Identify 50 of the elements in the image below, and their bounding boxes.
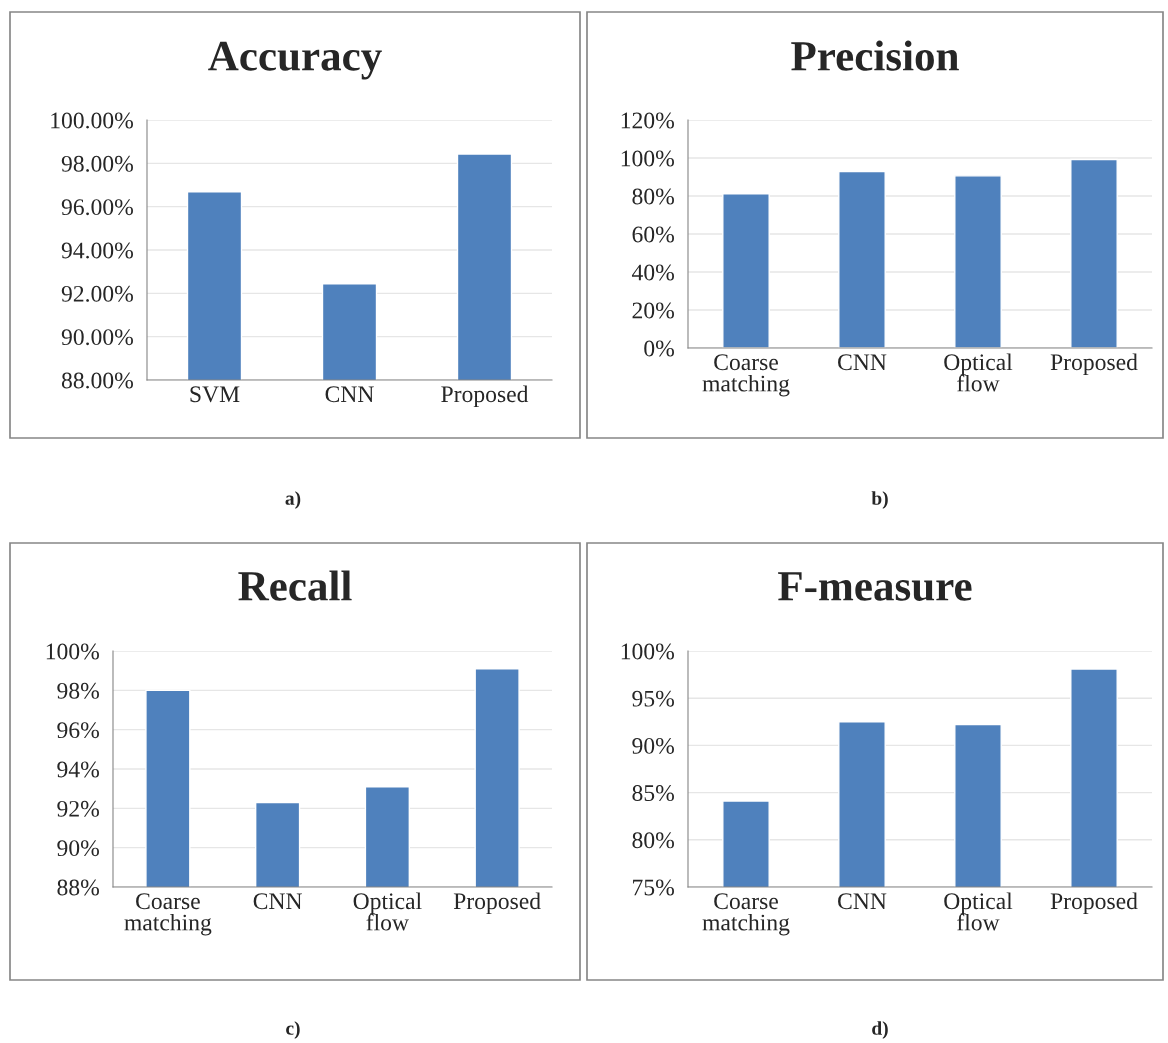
y-tick-label: 90.00% [61,329,133,346]
y-tick-label: 100% [46,643,99,660]
chart-title: Accuracy [208,41,382,80]
y-tick-label: 20% [632,302,674,319]
y-tick-label: 75% [633,879,674,896]
text: a) [285,491,301,509]
x-tick-label: CNN [838,893,887,910]
chart-title: Recall [238,570,352,601]
y-tick-label: 80% [632,188,674,205]
x-tick-label: Optical flow [944,892,1013,931]
x-tick-label: Proposed [1050,892,1138,914]
y-tick-label: 92.00% [61,285,133,302]
y-tick-label: 100% [621,643,674,660]
y-tick-label: 94% [57,761,99,778]
x-tick-label: SVM [190,386,240,403]
y-tick-label: 90% [632,737,674,754]
y-tick-label: 98% [57,682,99,699]
x-tick-label: CNN [838,354,887,371]
y-tick-label: 90% [57,840,99,857]
y-tick-label: 96.00% [61,199,133,216]
x-tick-label: Optical flow [353,892,422,931]
y-tick-label: 85% [632,785,674,802]
chart-title: Precision [791,40,959,71]
y-tick-label: 98.00% [61,155,133,172]
x-tick-label: CNN [325,386,374,403]
y-tick-label: 100% [621,150,674,167]
x-tick-label: Proposed [441,385,529,407]
y-tick-label: 0% [644,340,674,357]
y-tick-label: 96% [57,722,99,739]
x-tick-label: Optical flow [944,353,1013,392]
y-tick-label: 60% [632,226,674,243]
x-tick-label: Proposed [1050,353,1138,375]
x-tick-label: CNN [253,893,303,910]
y-tick-label: 100.00% [51,112,133,129]
text: b) [871,491,888,509]
x-tick-label: Coarse matching [702,354,790,397]
y-tick-label: 92% [57,800,99,817]
y-tick-label: 88.00% [61,372,133,389]
y-tick-label: 95% [632,690,674,707]
y-tick-label: 80% [632,832,674,849]
y-tick-label: 88% [57,879,99,896]
x-tick-label: Proposed [453,892,541,914]
text: c) [286,1021,300,1039]
y-tick-label: 40% [631,264,674,281]
y-tick-label: 94.00% [61,242,133,259]
y-tick-label: 120% [621,112,674,129]
x-tick-label: Coarse matching [702,893,790,936]
x-tick-label: Coarse matching [124,893,212,936]
chart-title: F-measure [778,572,972,601]
text: d) [872,1021,888,1039]
